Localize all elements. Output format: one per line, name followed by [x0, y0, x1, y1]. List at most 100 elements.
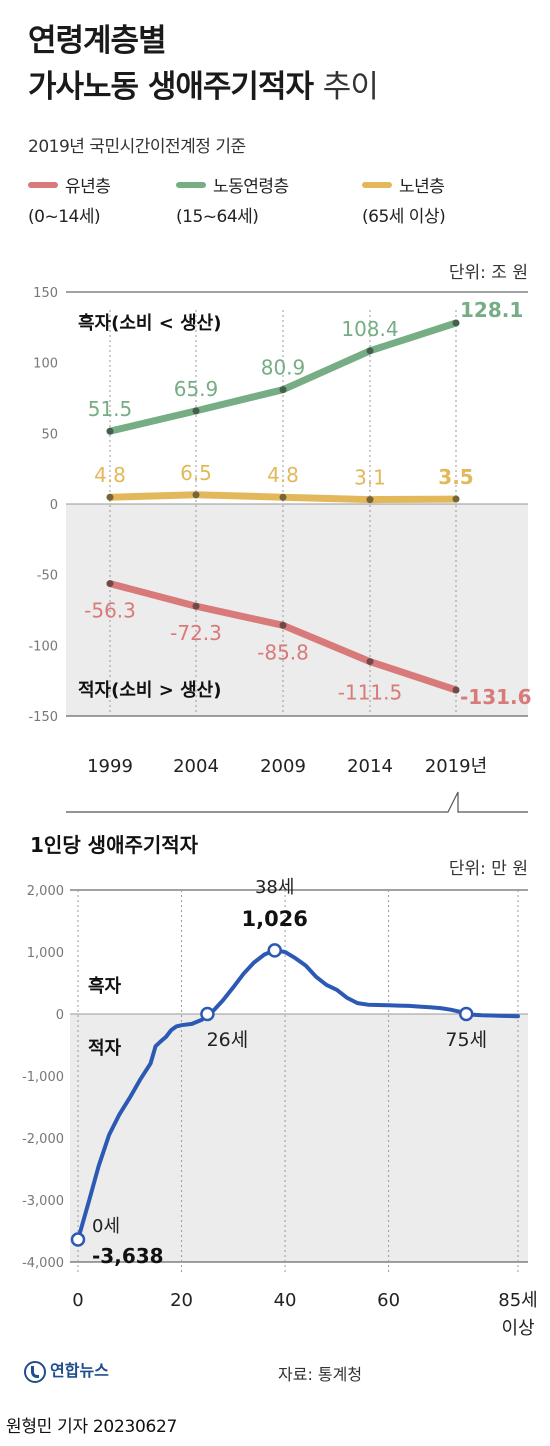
data-point-youth	[192, 602, 200, 610]
chart-subtitle: 2019년 국민시간이전계정 기준	[28, 137, 246, 157]
x-tick-label-2: 40	[274, 1290, 297, 1311]
y-tick-label-2: 2,000	[27, 884, 64, 899]
x-tick-label: 1999	[87, 756, 133, 777]
y-tick-label: -100	[28, 639, 58, 654]
data-point-youth	[279, 621, 287, 629]
logo-text: 연합뉴스	[50, 1361, 109, 1380]
data-label-elderly: 4.8	[267, 463, 299, 487]
unit-label: 단위: 조 원	[449, 263, 528, 283]
y-tick-label: 0	[50, 498, 58, 513]
legend-sub-elderly: (65세 이상)	[362, 207, 446, 227]
legend-swatch-working	[176, 182, 206, 188]
data-label-youth: -85.8	[257, 640, 309, 664]
marker-age-75	[458, 1006, 474, 1022]
y-tick-label: 50	[41, 427, 58, 442]
y-tick-label: -50	[37, 569, 58, 584]
title-line-2: 가사노동 생애주기적자 추이	[28, 64, 379, 110]
marker-age-0	[70, 1232, 86, 1247]
y-tick-label: -150	[28, 710, 58, 725]
y-tick-label-2: 0	[56, 1008, 64, 1023]
marker-peak	[267, 943, 282, 958]
x-tick-label-2: 85세	[498, 1290, 537, 1311]
data-point-working	[192, 407, 200, 415]
data-point-working	[452, 319, 460, 327]
data-point-working	[279, 386, 287, 394]
legend-item-youth: 유년층 (0~14세)	[28, 172, 111, 232]
legend-label-elderly: 노년층	[399, 177, 445, 197]
x-tick-label: 2004	[173, 756, 219, 777]
deficit-label: 적자(소비 > 생산)	[78, 680, 221, 701]
data-point-elderly	[366, 496, 374, 504]
data-point-elderly	[106, 493, 114, 501]
data-label-working: 108.4	[341, 317, 398, 341]
data-point-elderly	[279, 493, 287, 501]
data-label-elderly: 6.5	[180, 461, 212, 485]
legend-label-youth: 유년층	[65, 177, 111, 197]
y-tick-label-2: -1,000	[22, 1070, 64, 1085]
x-tick-label: 2019년	[425, 756, 487, 777]
x-tick-sub: 이상	[501, 1318, 534, 1339]
legend-sub-youth: (0~14세)	[28, 207, 101, 227]
y-tick-label: 100	[33, 357, 58, 372]
legend-item-elderly: 노년층 (65세 이상)	[362, 172, 446, 232]
data-label-working: 51.5	[88, 397, 133, 421]
y-tick-label-2: -3,000	[22, 1194, 64, 1209]
chart-trend: 150 100 50 0 -50 -100 -150 1999 2004 2009 2014 2019…	[28, 263, 532, 813]
data-point-youth	[452, 686, 460, 694]
axis-break-connector	[66, 791, 528, 813]
legend-swatch-elderly	[362, 182, 392, 188]
source-note: 자료: 통계청	[278, 1365, 363, 1384]
data-label-elderly: 3.1	[354, 466, 386, 490]
data-label-working: 80.9	[261, 356, 306, 380]
logo-icon	[24, 1360, 46, 1383]
title-line-1: 연령계층별	[28, 23, 167, 59]
data-point-elderly	[192, 491, 200, 499]
annotation-value: 1,026	[241, 907, 307, 931]
byline: 원형민 기자 20230627	[6, 1417, 178, 1437]
data-label-elderly: 3.5	[438, 465, 473, 489]
deficit-area-2	[70, 1014, 528, 1262]
legend-sub-working: (15~64세)	[176, 207, 259, 227]
data-point-working	[106, 427, 114, 435]
annotation-value: -3,638	[92, 1244, 164, 1268]
deficit-label-2: 적자	[88, 1038, 122, 1059]
data-label-youth: -131.6	[460, 685, 532, 709]
surplus-label: 흑자(소비 < 생산)	[78, 312, 221, 334]
title-suffix: 추이	[322, 69, 379, 105]
x-tick-label-2: 60	[377, 1290, 400, 1311]
annotation-label: 38세	[255, 877, 294, 898]
surplus-label-2: 흑자	[88, 975, 122, 997]
legend-swatch-youth	[28, 182, 58, 188]
data-point-youth	[106, 580, 114, 588]
unit-label-2: 단위: 만 원	[449, 859, 528, 879]
chart-title: 연령계층별 가사노동 생애주기적자 추이	[28, 18, 379, 110]
chart2-title: 1인당 생애주기적자	[30, 833, 199, 857]
data-label-youth: -111.5	[338, 681, 402, 705]
x-tick-label-2: 20	[170, 1290, 193, 1311]
legend-item-working: 노동연령층 (15~64세)	[176, 172, 289, 232]
data-point-working	[366, 347, 374, 355]
data-point-youth	[366, 658, 374, 666]
annotation-label: 75세	[445, 1029, 487, 1051]
y-tick-label-2: 1,000	[27, 946, 64, 961]
x-tick-label: 2014	[347, 756, 393, 777]
logo: 연합뉴스	[24, 1357, 109, 1383]
data-label-youth: -72.3	[170, 621, 222, 645]
data-label-youth: -56.3	[84, 599, 136, 623]
x-tick-label-2: 0	[72, 1290, 83, 1311]
deficit-area	[66, 504, 528, 716]
marker-age-26	[200, 1006, 215, 1022]
y-tick-label: 150	[33, 286, 58, 301]
annotation-label: 26세	[207, 1029, 249, 1051]
data-label-elderly: 4.8	[94, 463, 126, 487]
data-label-working: 128.1	[460, 298, 523, 322]
annotation-label: 0세	[92, 1216, 120, 1237]
data-point-elderly	[452, 495, 460, 503]
x-tick-label: 2009	[260, 756, 306, 777]
data-label-working: 65.9	[174, 377, 219, 401]
legend-label-working: 노동연령층	[213, 177, 289, 197]
y-tick-label-2: -4,000	[22, 1256, 64, 1271]
y-tick-label-2: -2,000	[22, 1132, 64, 1147]
title-main: 가사노동 생애주기적자	[28, 69, 314, 105]
